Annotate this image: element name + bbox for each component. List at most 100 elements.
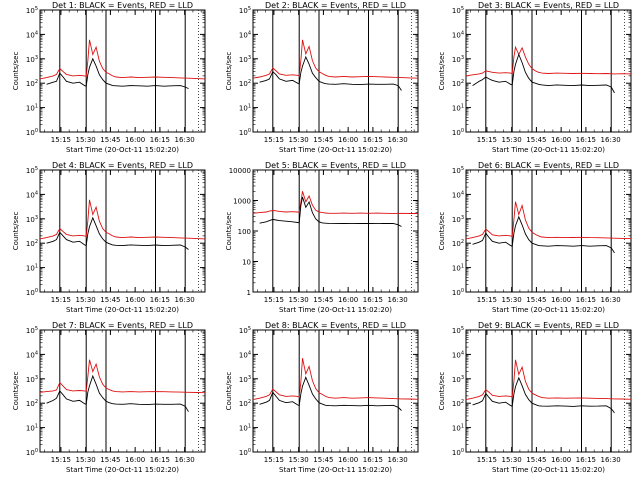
x-tick-label: 15:15 — [264, 136, 284, 144]
detector-panel-3: Det 3: BLACK = Events, RED = LLD 100 101 10… — [438, 1, 632, 154]
y-tick-label: 103 — [452, 55, 464, 64]
y-tick-label: 105 — [452, 6, 464, 15]
y-tick-label: 103 — [239, 375, 251, 384]
x-axis-label: Start Time (20-Oct-11 15:02:20) — [492, 306, 605, 314]
y-tick-label: 105 — [26, 166, 38, 175]
lld-series-line — [39, 39, 206, 80]
plot-frame — [465, 9, 632, 133]
x-tick-label: 16:30 — [175, 296, 195, 304]
y-tick-label: 102 — [26, 399, 38, 408]
x-tick-label: 15:45 — [313, 296, 333, 304]
x-tick-label: 16:30 — [601, 456, 621, 464]
x-tick-label: 15:30 — [502, 296, 522, 304]
y-tick-label: 103 — [239, 55, 251, 64]
x-tick-label: 15:30 — [289, 456, 309, 464]
panel-title: Det 5: BLACK = Events, RED = LLD — [265, 161, 406, 170]
detector-panel-5: Det 5: BLACK = Events, RED = LLD 1 10 100 10… — [225, 161, 419, 314]
detector-panel-1: Det 1: BLACK = Events, RED = LLD 100 101 10… — [12, 1, 206, 154]
plot-frame — [252, 329, 419, 453]
x-axis-label: Start Time (20-Oct-11 15:02:20) — [66, 466, 179, 474]
x-tick-label: 16:15 — [576, 136, 596, 144]
panel-title: Det 3: BLACK = Events, RED = LLD — [478, 1, 619, 10]
y-tick-label: 102 — [452, 239, 464, 248]
x-tick-label: 16:30 — [175, 456, 195, 464]
y-tick-label: 1 — [247, 289, 251, 297]
plot-frame — [39, 9, 206, 133]
y-tick-label: 10000 — [229, 167, 251, 175]
y-tick-label: 105 — [26, 6, 38, 15]
x-tick-label: 16:15 — [576, 296, 596, 304]
panel-title: Det 9: BLACK = Events, RED = LLD — [478, 321, 619, 330]
y-tick-label: 105 — [239, 326, 251, 335]
y-tick-label: 102 — [239, 79, 251, 88]
x-tick-label: 16:30 — [388, 296, 408, 304]
x-tick-label: 15:15 — [477, 136, 497, 144]
y-axis-label: Counts/sec — [438, 212, 446, 251]
y-tick-label: 100 — [238, 228, 251, 236]
y-tick-label: 100 — [239, 128, 251, 137]
x-tick-label: 15:30 — [76, 456, 96, 464]
lld-series-line — [39, 359, 206, 394]
y-tick-label: 101 — [452, 264, 464, 273]
detector-panel-8: Det 8: BLACK = Events, RED = LLD 100 101 10… — [225, 321, 419, 474]
plot-frame — [465, 329, 632, 453]
y-tick-label: 103 — [26, 215, 38, 224]
x-axis-label: Start Time (20-Oct-11 15:02:20) — [492, 466, 605, 474]
x-tick-label: 16:15 — [150, 296, 170, 304]
y-tick-label: 102 — [452, 79, 464, 88]
y-tick-label: 105 — [452, 326, 464, 335]
detector-panel-9: Det 9: BLACK = Events, RED = LLD 100 101 10… — [438, 321, 632, 474]
x-tick-label: 15:30 — [289, 296, 309, 304]
x-tick-label: 15:45 — [100, 456, 120, 464]
panel-title: Det 8: BLACK = Events, RED = LLD — [265, 321, 406, 330]
y-tick-label: 100 — [26, 288, 38, 297]
y-tick-label: 104 — [26, 30, 38, 39]
x-tick-label: 15:15 — [477, 296, 497, 304]
events-series-line — [259, 196, 402, 227]
events-series-line — [472, 53, 615, 94]
y-axis-label: Counts/sec — [225, 372, 233, 411]
y-axis-label: Counts/sec — [438, 372, 446, 411]
x-axis-label: Start Time (20-Oct-11 15:02:20) — [492, 146, 605, 154]
plot-frame — [39, 169, 206, 293]
x-axis-label: Start Time (20-Oct-11 15:02:20) — [279, 306, 392, 314]
x-tick-label: 16:00 — [551, 456, 571, 464]
x-tick-label: 16:15 — [576, 456, 596, 464]
y-tick-label: 101 — [239, 424, 251, 433]
detector-panel-6: Det 6: BLACK = Events, RED = LLD 100 101 10… — [438, 161, 632, 314]
y-tick-label: 104 — [452, 190, 464, 199]
x-tick-label: 15:45 — [526, 136, 546, 144]
y-tick-label: 102 — [26, 79, 38, 88]
y-tick-label: 103 — [26, 375, 38, 384]
x-tick-label: 15:45 — [313, 136, 333, 144]
plot-frame — [465, 169, 632, 293]
x-tick-label: 16:15 — [363, 136, 383, 144]
y-tick-label: 103 — [26, 55, 38, 64]
x-tick-label: 16:00 — [125, 296, 145, 304]
y-axis-label: Counts/sec — [225, 212, 233, 251]
lld-series-line — [465, 359, 632, 401]
y-axis-label: Counts/sec — [438, 52, 446, 91]
x-axis-label: Start Time (20-Oct-11 15:02:20) — [66, 306, 179, 314]
y-tick-label: 104 — [452, 350, 464, 359]
panel-title: Det 1: BLACK = Events, RED = LLD — [52, 1, 193, 10]
x-tick-label: 16:15 — [150, 136, 170, 144]
panel-title: Det 4: BLACK = Events, RED = LLD — [52, 161, 193, 170]
detector-panel-4: Det 4: BLACK = Events, RED = LLD 100 101 10… — [12, 161, 206, 314]
lld-series-line — [252, 39, 419, 79]
x-tick-label: 16:00 — [338, 456, 358, 464]
y-axis-label: Counts/sec — [12, 52, 20, 91]
x-tick-label: 15:30 — [76, 136, 96, 144]
x-tick-label: 16:00 — [551, 296, 571, 304]
x-tick-label: 15:45 — [100, 296, 120, 304]
y-axis-label: Counts/sec — [12, 212, 20, 251]
x-tick-label: 16:00 — [125, 136, 145, 144]
y-axis-label: Counts/sec — [12, 372, 20, 411]
events-series-line — [472, 376, 615, 414]
x-tick-label: 15:45 — [526, 296, 546, 304]
lld-series-line — [465, 45, 632, 77]
x-tick-label: 16:15 — [150, 456, 170, 464]
events-series-line — [46, 57, 189, 90]
